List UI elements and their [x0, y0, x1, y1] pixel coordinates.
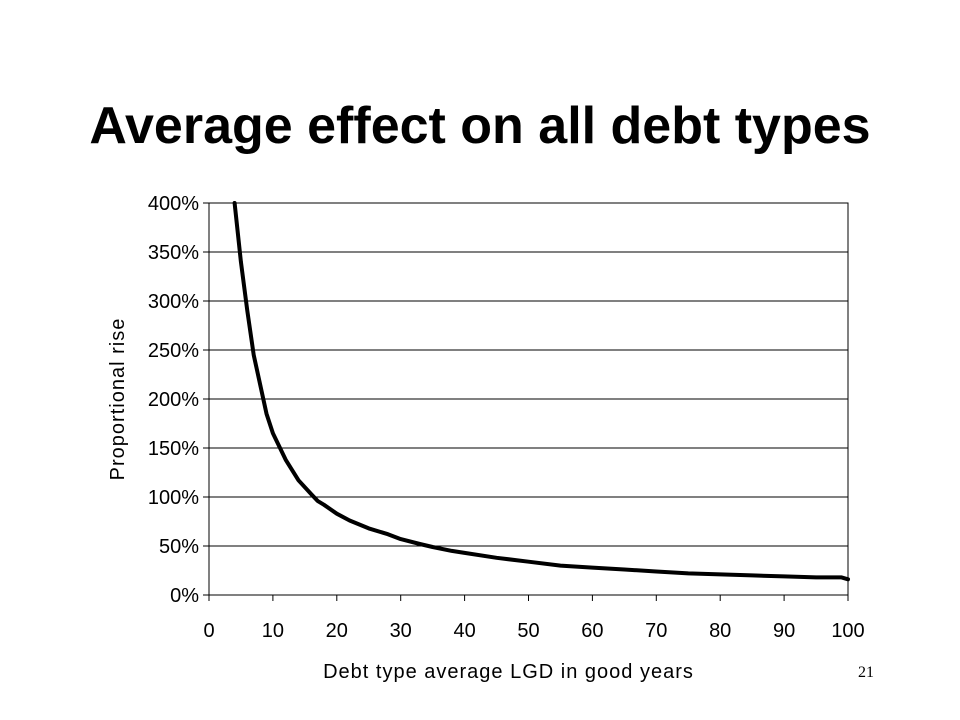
- x-tick-label: 70: [645, 620, 667, 642]
- page-number: 21: [858, 664, 874, 681]
- x-tick-label: 40: [453, 620, 475, 642]
- y-tick-label: 250%: [148, 340, 199, 362]
- x-tick-label: 90: [773, 620, 795, 642]
- y-tick-label: 350%: [148, 242, 199, 264]
- x-tick-label: 80: [709, 620, 731, 642]
- y-tick-label: 300%: [148, 291, 199, 313]
- axes: [203, 202, 849, 601]
- x-tick-label: 60: [581, 620, 603, 642]
- gridlines: [209, 202, 848, 596]
- tick-labels: 0% 50% 100% 150% 200% 250% 300% 350% 400% 0 10 20 30…: [148, 193, 865, 642]
- x-tick-label: 10: [262, 620, 284, 642]
- y-tick-label: 150%: [148, 438, 199, 460]
- y-tick-label: 50%: [159, 536, 199, 558]
- y-tick-label: 0%: [170, 585, 199, 607]
- y-tick-label: 400%: [148, 193, 199, 215]
- series-line: [232, 201, 850, 582]
- y-tick-label: 100%: [148, 487, 199, 509]
- series-layer: [232, 201, 850, 582]
- x-tick-label: 100: [831, 620, 864, 642]
- x-tick-label: 0: [203, 620, 214, 642]
- x-axis-title: Debt type average LGD in good years: [323, 661, 694, 683]
- y-tick-label: 200%: [148, 389, 199, 411]
- x-tick-label: 20: [326, 620, 348, 642]
- x-tick-label: 30: [390, 620, 412, 642]
- y-axis-title: Proportional rise: [107, 318, 129, 481]
- x-tick-label: 50: [517, 620, 539, 642]
- slide-title: Average effect on all debt types: [89, 97, 871, 155]
